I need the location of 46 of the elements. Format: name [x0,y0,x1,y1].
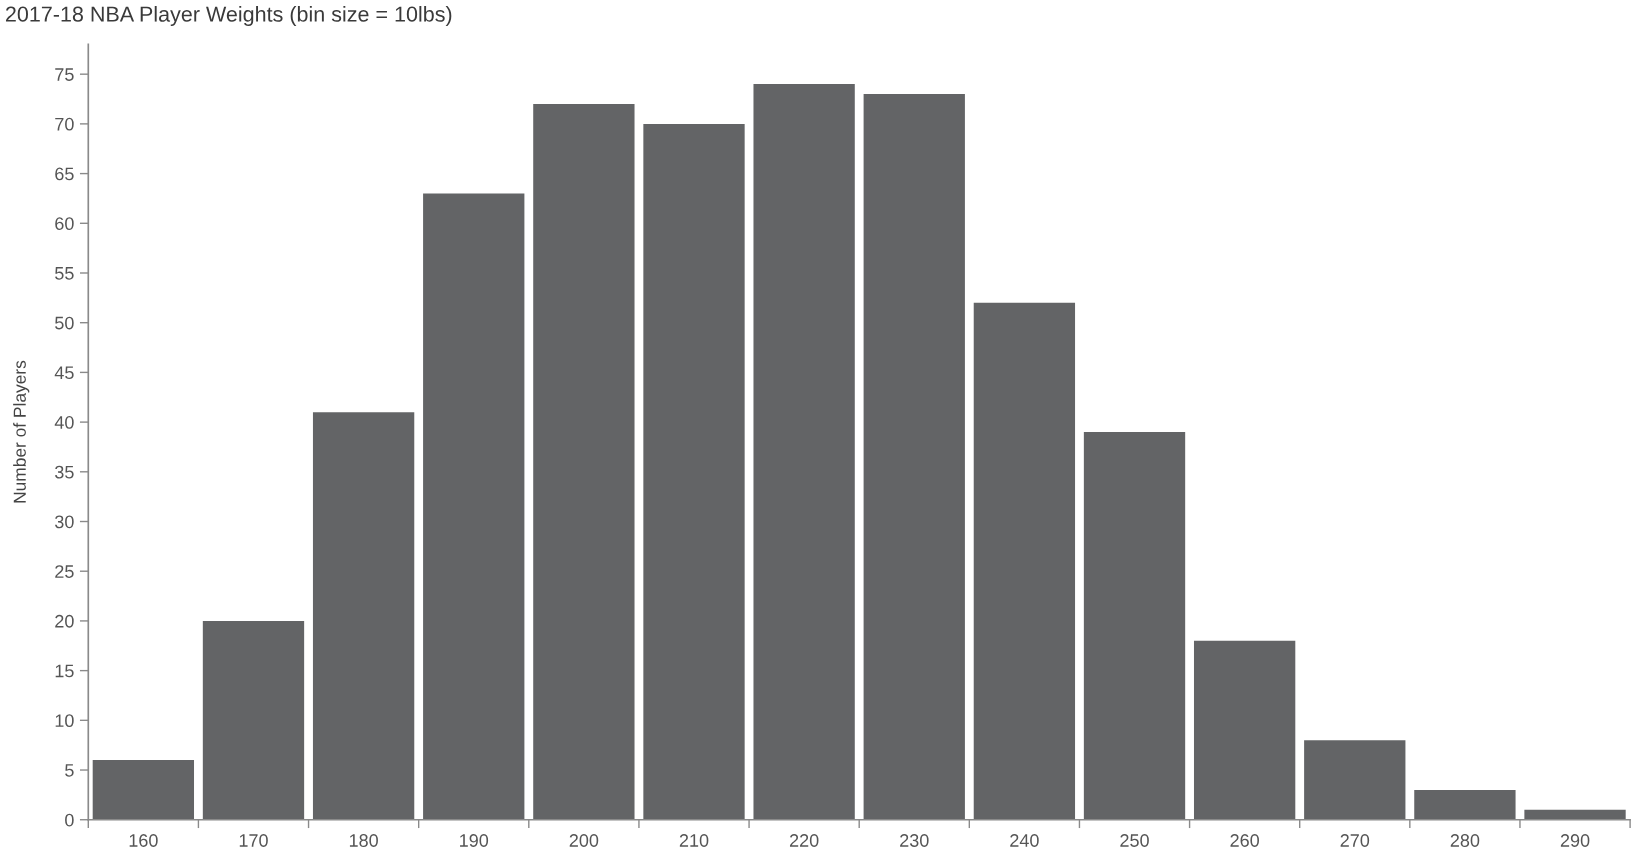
x-tick-label: 270 [1340,834,1370,847]
x-tick-label: 290 [1560,834,1590,847]
y-tick-label: 10 [55,714,74,728]
x-tick-label: 160 [129,834,158,847]
chart-title: 2017-18 NBA Player Weights (bin size = 10lbs) [5,5,452,27]
x-tick-label: 260 [1230,834,1259,847]
y-tick-label: 0 [65,813,74,827]
x-tick-label: 200 [569,834,599,847]
bar [1083,432,1186,820]
x-tick-label: 250 [1120,834,1149,847]
y-tick-label: 45 [54,366,74,380]
y-axis-title: Number of Players [13,360,30,503]
bar [973,302,1076,820]
bar [753,84,855,820]
y-tick-label: 30 [55,515,74,529]
y-tick-label: 35 [55,465,74,479]
bar [202,620,305,820]
bar [1414,789,1516,820]
bar [643,123,745,820]
x-tick-label: 220 [789,834,819,847]
x-tick-label: 170 [239,834,268,847]
bar [312,412,415,820]
y-tick-label: 15 [55,664,74,678]
x-tick-label: 280 [1450,834,1480,847]
y-tick-label: 65 [55,167,74,181]
bar [1193,640,1296,820]
y-tick-label: 70 [55,117,74,131]
y-tick-label: 25 [55,565,74,578]
x-tick-label: 230 [900,834,929,847]
bar [533,104,635,820]
x-tick-label: 210 [679,834,709,847]
y-tick-label: 5 [65,764,74,777]
bar [863,94,965,820]
y-tick-label: 60 [55,217,74,231]
y-tick-label: 20 [55,614,74,628]
bar [1304,740,1406,820]
bar [423,193,525,820]
y-tick-label: 40 [54,416,74,429]
x-tick-label: 190 [460,834,489,847]
x-tick-label: 240 [1010,834,1039,847]
y-tick-label: 55 [55,267,74,280]
y-tick-label: 75 [55,68,74,81]
bar [1524,809,1626,820]
bar [92,760,195,820]
x-tick-label: 180 [349,834,378,847]
y-tick-label: 50 [55,316,74,330]
